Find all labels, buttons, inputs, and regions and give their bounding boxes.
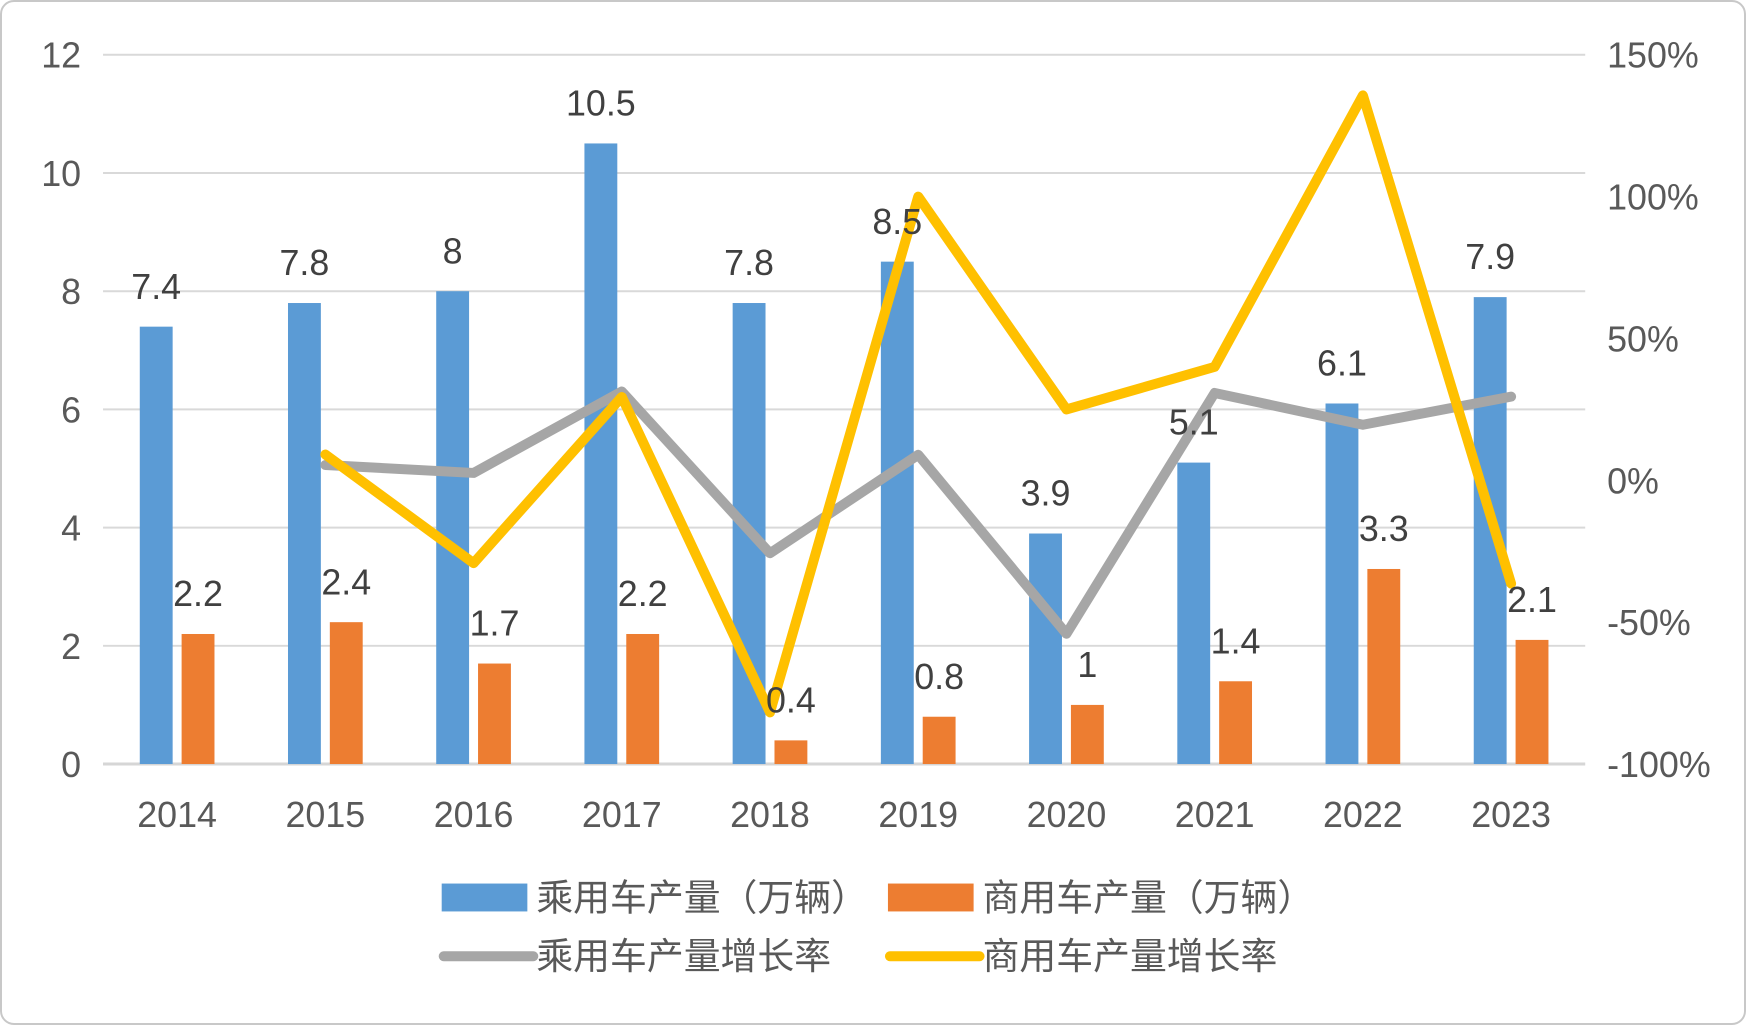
passenger-bar-label-2017: 10.5: [566, 84, 636, 124]
right-axis-tick--100%: -100%: [1607, 745, 1711, 785]
passenger-bar-label-2016: 8: [443, 231, 463, 271]
left-axis-tick-6: 6: [61, 390, 81, 430]
passenger-bar-label-2018: 7.8: [724, 243, 774, 283]
x-axis-label-2015: 2015: [285, 795, 365, 835]
x-axis-label-2018: 2018: [730, 795, 810, 835]
commercial-bar-2015: [329, 622, 363, 765]
left-axis-tick-12: 12: [41, 36, 81, 76]
commercial-bar-2019: [922, 716, 956, 765]
commercial-bar-2017: [626, 633, 660, 765]
left-axis: 0 2 4 6 8 10 12: [41, 36, 81, 785]
right-axis-tick-100%: 100%: [1607, 178, 1699, 218]
commercial-bar-2020: [1070, 704, 1104, 765]
data-labels: 7.4 7.8 8 10.5 7.8 8.5 3.9 5.1 6.1 7.9 2.2 2.4 1.7 2.…: [131, 84, 1557, 721]
gridlines: [103, 53, 1586, 766]
commercial-bar-2014: [181, 633, 215, 765]
legend-item-commercial-production: 商用车产量（万辆）: [887, 877, 1315, 918]
passenger-bar-2014: [139, 326, 173, 765]
passenger-bar-2016: [436, 291, 470, 765]
left-axis-tick-0: 0: [61, 745, 81, 785]
passenger-bar-label-2021: 5.1: [1169, 403, 1219, 443]
commercial-bar-label-2016: 1.7: [470, 604, 520, 644]
x-axis-label-2014: 2014: [137, 795, 217, 835]
commercial-bar-label-2019: 0.8: [914, 657, 964, 697]
bars: [139, 143, 1549, 765]
passenger-bar-label-2015: 7.8: [280, 243, 330, 283]
x-axis-label-2022: 2022: [1323, 795, 1403, 835]
commercial-bar-2016: [478, 663, 511, 765]
passenger-growth-line: [320, 386, 1517, 639]
right-axis-tick-150%: 150%: [1607, 36, 1699, 76]
passenger-bar-2019: [880, 261, 914, 765]
x-axis-label-2016: 2016: [434, 795, 514, 835]
x-axis-label-2017: 2017: [582, 795, 662, 835]
left-axis-tick-2: 2: [61, 627, 81, 667]
x-axis-label-2023: 2023: [1471, 795, 1551, 835]
passenger-bar-2020: [1029, 533, 1062, 765]
passenger-bar-2022: [1325, 403, 1359, 765]
commercial-bar-2021: [1219, 681, 1253, 765]
left-axis-tick-4: 4: [61, 509, 81, 549]
right-axis-tick-50%: 50%: [1607, 319, 1679, 359]
legend-label-commercial-production: 商用车产量（万辆）: [983, 877, 1315, 918]
legend-swatch-commercial-bar: [887, 883, 974, 912]
commercial-bar-label-2018: 0.4: [766, 680, 816, 720]
chart-legend: 乘用车产量（万辆） 商用车产量（万辆） 乘用车产量增长率 商用车产量增长率: [438, 877, 1315, 977]
right-axis-tick--50%: -50%: [1607, 603, 1691, 643]
commercial-bar-label-2015: 2.4: [321, 562, 371, 602]
right-axis-tick-0%: 0%: [1607, 461, 1659, 501]
legend-swatch-passenger-bar: [441, 883, 528, 912]
legend-item-commercial-growth: 商用车产量增长率: [884, 936, 1278, 977]
legend-label-passenger-production: 乘用车产量（万辆）: [536, 877, 868, 918]
passenger-bar-2015: [287, 303, 321, 765]
right-axis: -100% -50% 0% 50% 100% 150%: [1607, 36, 1711, 785]
commercial-bar-2023: [1515, 639, 1549, 765]
x-axis-label-2021: 2021: [1175, 795, 1255, 835]
commercial-bar-2022: [1367, 568, 1401, 765]
commercial-growth-line: [320, 90, 1517, 718]
commercial-bar-label-2022: 3.3: [1359, 509, 1409, 549]
passenger-bar-label-2019: 8.5: [872, 202, 922, 242]
commercial-bar-label-2014: 2.2: [173, 574, 223, 614]
left-axis-tick-8: 8: [61, 272, 81, 312]
passenger-bar-2021: [1177, 462, 1211, 765]
commercial-bar-label-2021: 1.4: [1211, 621, 1261, 661]
legend-item-passenger-growth: 乘用车产量增长率: [438, 936, 831, 977]
commercial-bar-label-2017: 2.2: [618, 574, 668, 614]
lines: [320, 90, 1517, 718]
commercial-bar-label-2020: 1: [1077, 645, 1097, 685]
x-axis-label-2020: 2020: [1027, 795, 1107, 835]
x-axis: 2014 2015 2016 2017 2018 2019 2020 2021 2022 2023: [137, 795, 1551, 835]
legend-label-passenger-growth: 乘用车产量增长率: [536, 936, 831, 977]
passenger-bar-label-2022: 6.1: [1317, 344, 1367, 384]
commercial-bar-2018: [774, 740, 808, 765]
passenger-bar-2017: [584, 143, 618, 765]
passenger-bar-label-2014: 7.4: [131, 267, 181, 307]
passenger-bar-label-2023: 7.9: [1465, 237, 1515, 277]
legend-label-commercial-growth: 商用车产量增长率: [983, 936, 1278, 977]
passenger-bar-label-2020: 3.9: [1021, 474, 1071, 514]
left-axis-tick-10: 10: [41, 154, 81, 194]
commercial-bar-label-2023: 2.1: [1507, 580, 1557, 620]
legend-item-passenger-production: 乘用车产量（万辆）: [441, 877, 868, 918]
x-axis-label-2019: 2019: [878, 795, 958, 835]
